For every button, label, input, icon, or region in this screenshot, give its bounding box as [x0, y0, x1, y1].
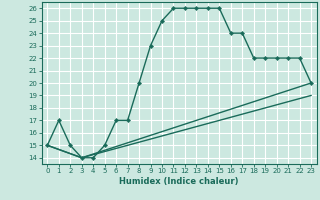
X-axis label: Humidex (Indice chaleur): Humidex (Indice chaleur) [119, 177, 239, 186]
